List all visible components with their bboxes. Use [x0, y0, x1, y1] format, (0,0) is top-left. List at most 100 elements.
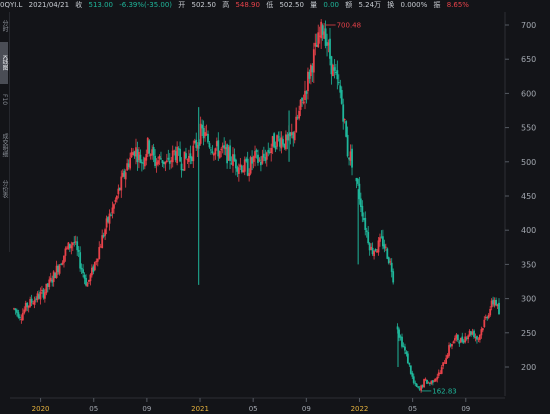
candle-body — [314, 42, 317, 47]
candle-body — [434, 378, 437, 382]
candle-body — [157, 160, 159, 165]
candle-body — [265, 152, 268, 160]
candle-body — [371, 247, 374, 255]
candle-body — [309, 64, 312, 77]
candle-body — [398, 329, 400, 338]
candle-body — [114, 199, 117, 202]
candle-body — [242, 170, 245, 173]
candle-body — [240, 165, 243, 172]
candle-body — [320, 21, 323, 39]
x-tick-label: 05 — [89, 405, 98, 413]
candle-body — [261, 155, 264, 164]
candle-body — [73, 242, 76, 244]
candle-body — [343, 119, 346, 121]
x-tick-label: 05 — [408, 405, 417, 413]
candle-body — [107, 216, 109, 222]
candle-body — [142, 162, 145, 164]
candle-body — [268, 151, 271, 153]
candle-body — [93, 262, 96, 271]
candle-body — [173, 150, 176, 152]
open-value: 502.50 — [191, 1, 217, 9]
candle-body — [317, 32, 320, 48]
candle-body — [38, 294, 40, 299]
candle-body — [387, 257, 390, 264]
high-label: 高 — [222, 1, 230, 9]
sidebar-item-kline[interactable]: K线图 — [0, 42, 8, 84]
candle-body — [409, 365, 412, 374]
candle-body — [445, 358, 447, 364]
candle-body — [71, 242, 74, 246]
candle-body — [27, 305, 30, 308]
candle-body — [90, 267, 93, 276]
candle-body — [226, 144, 229, 164]
candle-body — [237, 167, 240, 174]
candle-body — [23, 309, 26, 314]
candle-body — [89, 274, 92, 282]
y-tick-label: 250 — [521, 329, 536, 338]
y-tick-label: 700 — [521, 21, 536, 30]
candle-body — [126, 163, 129, 171]
candle-body — [490, 300, 493, 308]
candle-body — [254, 151, 256, 158]
candle-body — [205, 133, 208, 135]
candle-body — [136, 149, 139, 163]
x-tick-label: 2022 — [351, 405, 369, 413]
candle-body — [138, 151, 140, 161]
x-tick-label: 2021 — [191, 405, 209, 413]
candle-body — [283, 143, 286, 148]
open-label: 开 — [178, 1, 186, 9]
candle-body — [333, 67, 336, 71]
candle-body — [473, 330, 475, 338]
candle-body — [74, 241, 77, 243]
candle-body — [440, 367, 443, 374]
sidebar-item-f10[interactable]: F10 — [1, 94, 8, 106]
candle-body — [218, 151, 221, 158]
candle-body — [373, 251, 375, 257]
candle-body — [461, 336, 464, 342]
candle-body — [135, 147, 137, 157]
candle-body — [35, 298, 37, 300]
y-tick-label: 600 — [521, 89, 536, 98]
candle-body — [83, 274, 86, 279]
candle-body — [233, 154, 236, 162]
candle-body — [223, 145, 226, 149]
candle-body — [367, 232, 370, 244]
candle-body — [455, 334, 458, 339]
candle-body — [180, 163, 183, 171]
low-label: 低 — [266, 1, 274, 9]
candle-body — [496, 304, 499, 307]
candle-body — [13, 308, 15, 310]
candle-body — [454, 338, 456, 341]
candle-body — [227, 147, 230, 161]
candle-body — [414, 382, 417, 384]
candle-body — [171, 150, 174, 163]
candle-body — [36, 293, 39, 301]
candle-body — [404, 346, 406, 351]
candle-body — [302, 101, 305, 104]
candle-body — [117, 188, 120, 195]
candle-body — [143, 157, 146, 167]
sidebar-item-intraday[interactable]: 分时 — [1, 20, 8, 32]
sidebar-item-price-table[interactable]: 分价表 — [1, 180, 8, 198]
candle-body — [120, 176, 123, 191]
candle-body — [29, 299, 32, 307]
candle-body — [326, 42, 328, 46]
candle-body — [229, 145, 231, 161]
candle-body — [415, 383, 418, 387]
candle-body — [304, 90, 306, 101]
candle-body — [168, 160, 171, 164]
sidebar-item-trade-details[interactable]: 成交明细 — [1, 133, 8, 157]
candle-body — [68, 243, 71, 249]
candle-body — [346, 134, 349, 157]
candle-body — [339, 85, 342, 93]
candle-body — [489, 308, 492, 316]
candle-body — [24, 303, 27, 311]
candle-body — [295, 116, 298, 133]
candle-body — [305, 91, 308, 94]
y-tick-label: 350 — [521, 260, 536, 269]
candle-body — [130, 152, 133, 158]
candle-body — [492, 299, 495, 305]
chart-mode-sidebar: 分时 K线图 F10 成交明细 分价表 — [0, 12, 10, 252]
